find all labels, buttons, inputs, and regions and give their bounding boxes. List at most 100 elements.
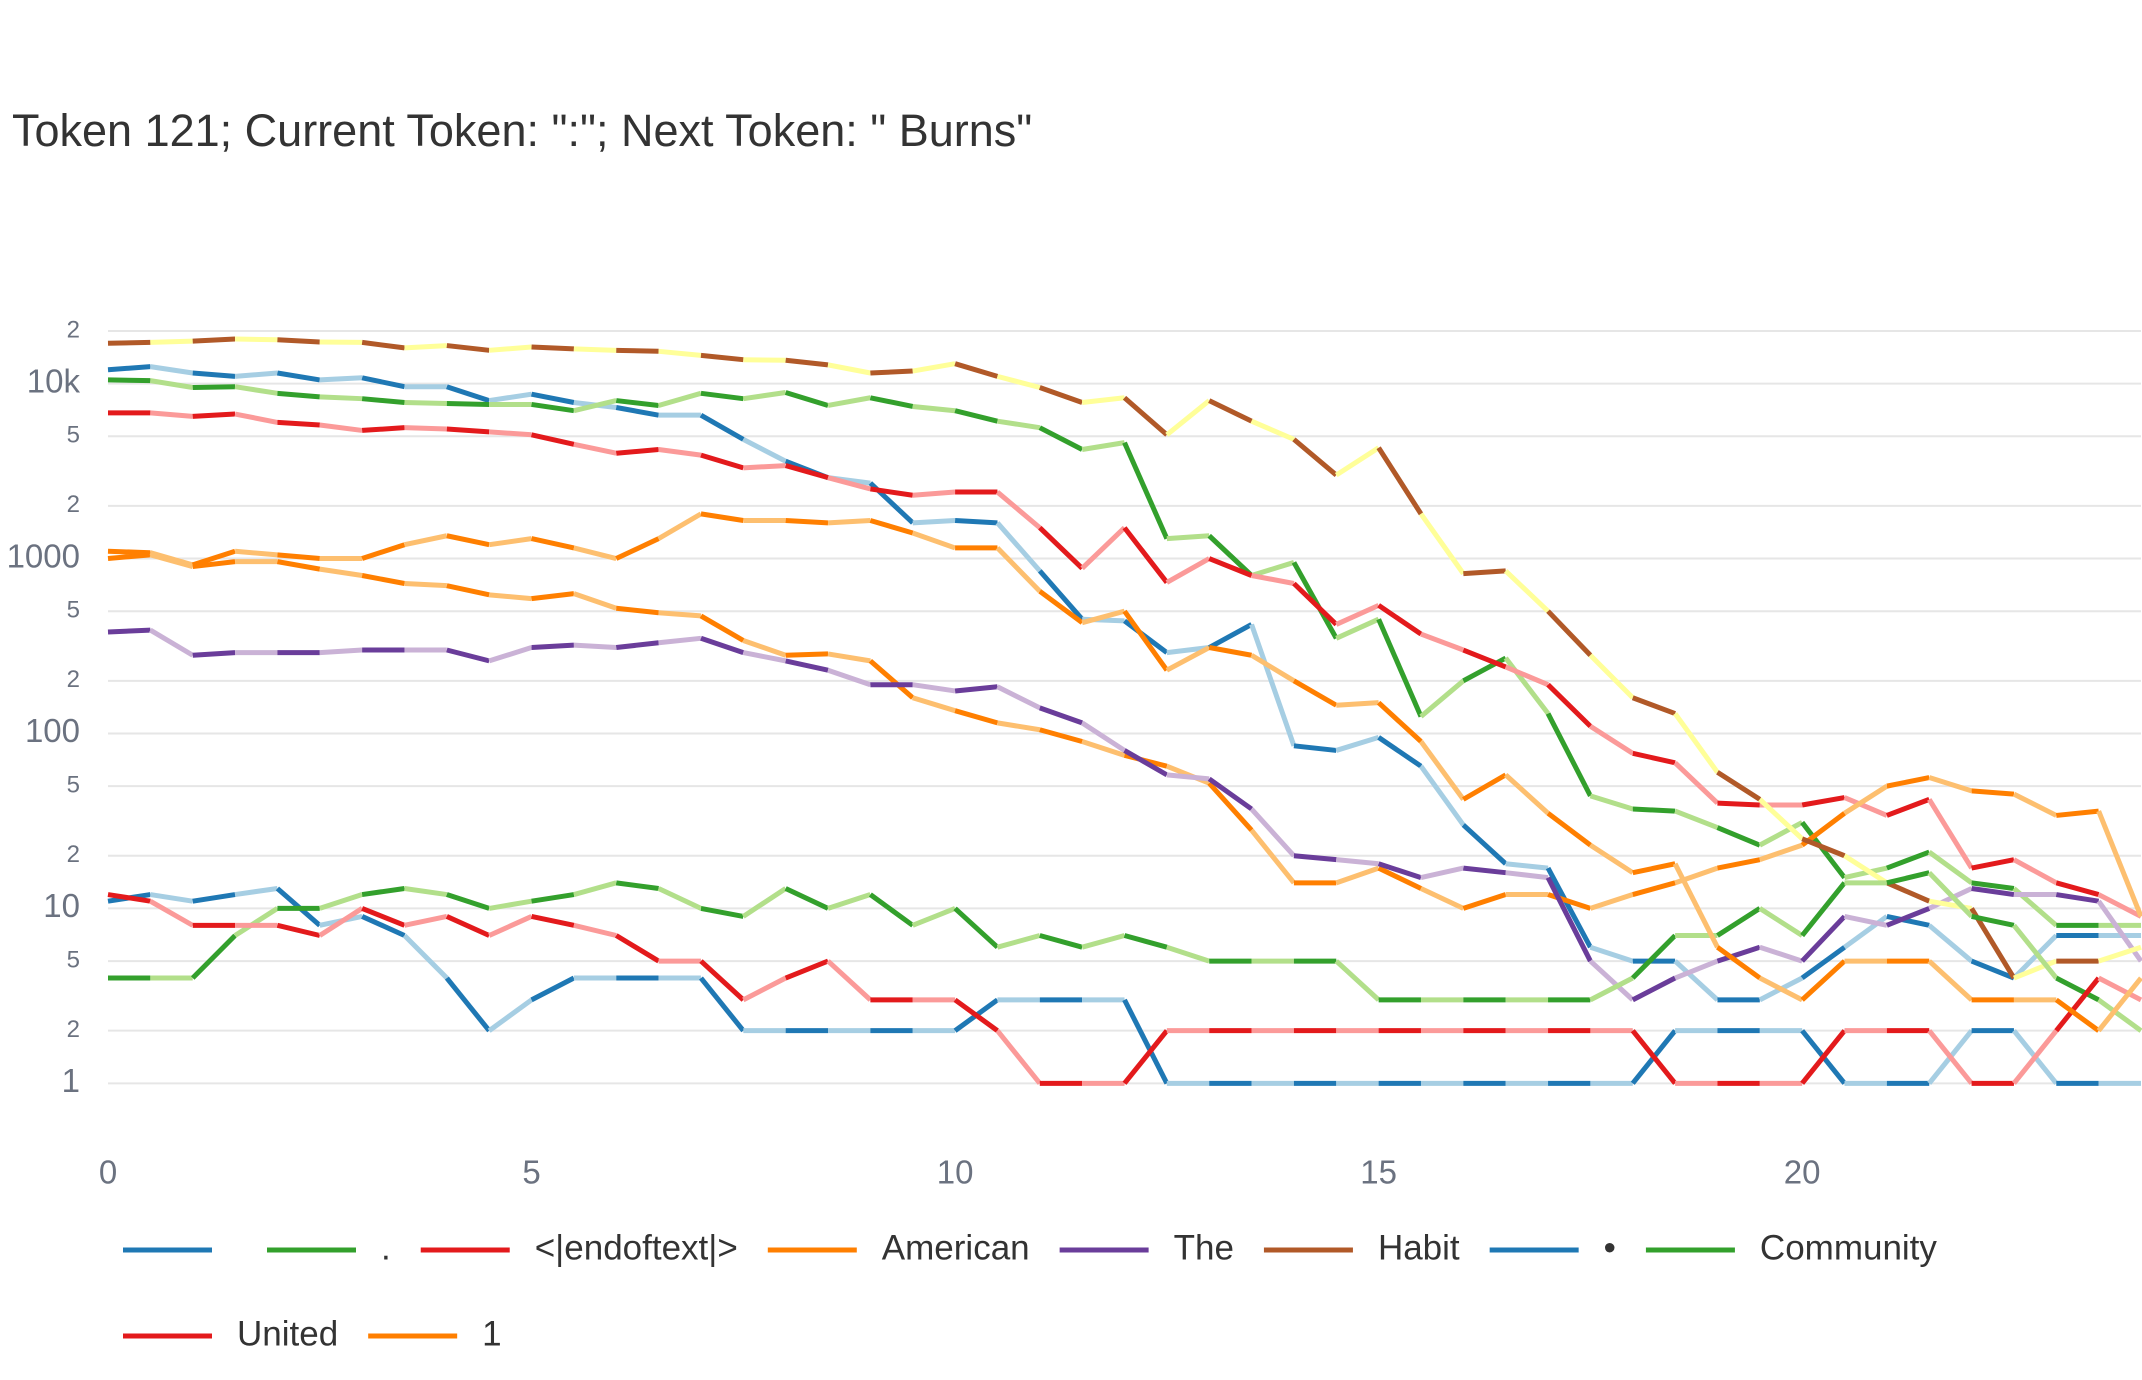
x-tick-label: 5 [522,1154,540,1191]
line-segment [319,422,363,433]
line-segment [911,906,957,928]
legend-item: United [123,1314,338,1353]
line-segment [1207,776,1254,812]
line-segment [912,682,956,694]
line-segment [192,336,236,344]
line-segment [107,552,151,562]
line-segment [742,638,787,658]
line-segment [1081,440,1125,452]
line-segment [1293,853,1337,863]
line-segment [1674,808,1719,830]
line-segment [487,997,534,1033]
y-tick-label: 2 [67,316,80,343]
line-segment [616,347,659,354]
line-segment [1800,959,1847,1002]
line-segment [1927,798,1974,870]
legend-label: . [381,1228,391,1267]
line-segment [573,398,617,414]
line-segment [1250,653,1296,683]
line-segment [1376,446,1424,516]
line-segment [1632,806,1676,814]
line-segment [615,605,659,616]
line-segment [658,447,702,458]
legend-label: The [1174,1228,1234,1267]
line-segment [827,362,871,376]
line-segment [699,413,745,442]
line-segment [2011,1029,2059,1085]
x-tick-label: 20 [1784,1154,1821,1191]
line-segment [1674,958,1719,981]
line-segment [2097,892,2142,919]
line-segment [233,906,279,938]
x-tick-label: 10 [937,1154,974,1191]
line-segment [1462,655,1507,684]
line-segment [1800,945,1846,981]
line-segment [1971,886,2015,898]
line-segment [445,914,491,938]
line-segment [531,642,575,651]
line-segment [1546,682,1593,729]
line-segment [869,518,914,536]
line-segment [699,959,746,1002]
line-segment [1758,975,1804,1003]
line-segment [616,447,659,456]
line-segment [870,368,913,376]
line-segment [785,658,829,673]
line-segment [2012,791,2058,818]
line-segment [743,463,786,471]
line-segment [361,886,405,898]
line-segment [1759,842,1803,863]
line-segment [234,384,278,396]
line-segment [1504,773,1550,816]
line-segment [1463,865,1506,876]
line-segment [1927,850,1974,885]
legend-item: The [1059,1228,1234,1267]
line-segment [1462,892,1507,911]
line-segment [446,647,490,664]
line-segment [868,658,915,700]
line-segment [404,425,447,432]
line-segment [868,892,915,928]
line-segment [573,591,618,611]
line-segment [614,933,660,964]
line-segment [954,518,998,526]
line-segment [319,566,363,578]
line-segment [531,401,575,414]
line-segment [531,913,575,928]
line-segment [954,361,999,379]
line-segment [1715,945,1762,981]
line-segment [1885,880,1931,904]
line-segment [192,892,236,904]
line-segment [531,892,575,904]
line-segment [235,336,278,343]
line-segment [488,645,533,664]
line-segment [1801,795,1845,808]
line-segment [1589,724,1635,756]
line-segment [361,573,405,586]
line-segment [1673,959,1720,1002]
line-segment [912,695,956,714]
y-tick-label: 10k [27,362,81,399]
line-segment [1122,395,1169,437]
line-segment [1843,865,1888,881]
line-segment [1038,385,1083,405]
line-segment [827,892,872,911]
line-segment [573,642,617,651]
line-segment [2055,880,2100,897]
line-segment [1758,820,1804,848]
line-segment [700,511,744,523]
line-segment [446,384,490,403]
plot-lines [107,336,2142,1086]
line-segment [1418,512,1466,576]
line-segment [192,559,236,570]
line-segment [658,610,702,619]
line-segment [404,343,447,351]
line-segment [573,922,617,938]
line-segment [2055,892,2100,904]
line-segment [827,651,871,664]
line-segment [1419,886,1465,911]
line-segment [1843,795,1888,818]
y-tick-label: 5 [67,946,80,973]
line-segment [361,906,406,928]
line-segment [1716,906,1762,938]
